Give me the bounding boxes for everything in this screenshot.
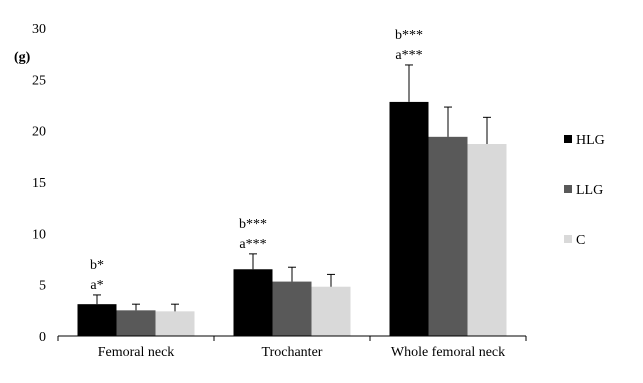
x-tick-label: Whole femoral neck (391, 345, 505, 360)
significance-label: a*** (395, 48, 422, 63)
bar (116, 310, 156, 336)
bar (389, 101, 429, 336)
x-axis-ticks: Femoral neck Trochanter Whole femoral neck (57, 336, 527, 360)
y-tick-label: 5 (39, 279, 46, 294)
significance-label: b* (90, 258, 104, 273)
y-tick-label: 10 (32, 227, 46, 242)
legend-label: C (576, 233, 585, 248)
bar (311, 286, 351, 336)
legend: HLG LLG C (564, 133, 605, 248)
bar (77, 304, 117, 336)
y-tick-label: 20 (32, 125, 46, 140)
bar (428, 136, 468, 336)
legend-swatch (564, 135, 572, 143)
x-tick-label: Trochanter (262, 345, 323, 360)
y-tick-label: 30 (32, 22, 46, 37)
legend-label: HLG (576, 133, 605, 148)
x-tick-label: Femoral neck (98, 345, 175, 360)
bar-series (77, 64, 507, 336)
y-tick-label: 0 (39, 330, 46, 345)
y-axis-ticks: 0 5 10 15 20 25 30 (32, 22, 46, 345)
bar (155, 311, 195, 336)
significance-label: a*** (239, 237, 266, 252)
legend-swatch (564, 185, 572, 193)
legend-label: LLG (576, 183, 603, 198)
significance-annotations: b* a* b*** a*** b*** a*** (90, 28, 423, 293)
legend-swatch (564, 235, 572, 243)
bar (467, 144, 507, 336)
significance-label: b*** (395, 28, 423, 43)
bar (233, 269, 273, 336)
significance-label: b*** (239, 217, 267, 232)
significance-label: a* (90, 278, 103, 293)
y-tick-label: 25 (32, 73, 46, 88)
y-tick-label: 15 (32, 176, 46, 191)
bar (272, 281, 312, 336)
y-axis-label: (g) (14, 50, 31, 65)
